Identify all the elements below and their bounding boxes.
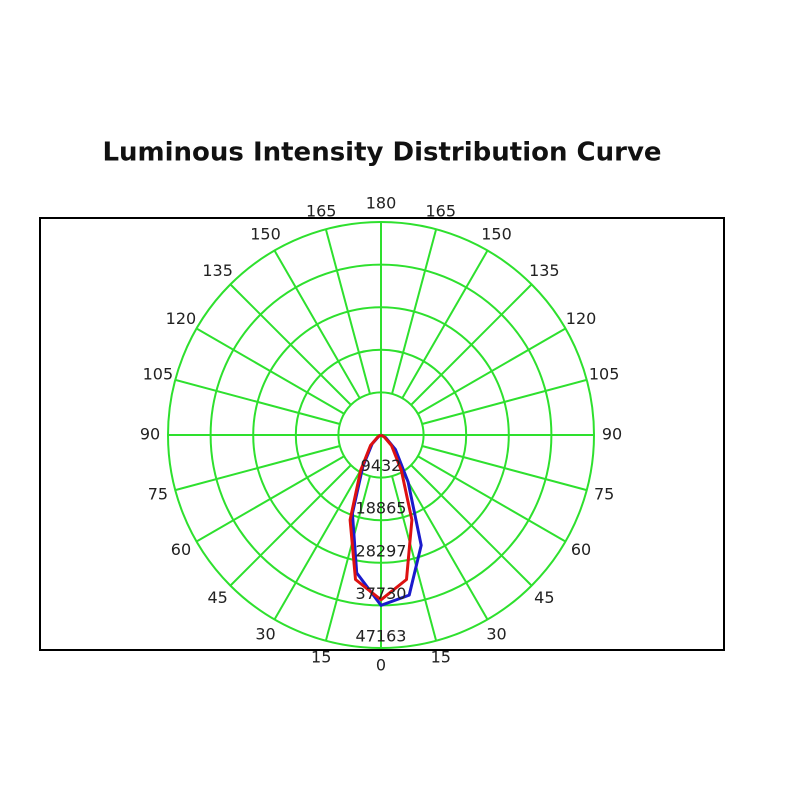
angle-label: 150 [250,224,281,243]
angle-label: 105 [589,365,620,384]
grid-spoke [417,327,566,415]
grid-spoke [410,464,533,587]
grid-spoke [421,378,588,425]
grid-spoke [273,471,361,620]
angle-label: 60 [571,540,591,559]
chart-title: Luminous Intensity Distribution Curve [102,138,661,168]
angle-label: 30 [486,625,506,644]
angle-label: 90 [602,425,622,444]
angle-label: 135 [529,261,560,280]
angle-label: 135 [202,261,233,280]
ring-label: 37730 [356,584,407,603]
grid-spoke [421,445,588,492]
grid-spoke [273,250,361,399]
angle-label: 90 [140,425,160,444]
ring-label: 28297 [356,541,407,560]
angle-label: 60 [171,540,191,559]
grid-spoke [391,228,438,395]
grid-spoke [391,475,438,642]
grid-spoke [196,455,345,543]
angle-label: 165 [426,201,457,220]
angle-label: 150 [481,224,512,243]
angle-label: 180 [366,194,397,213]
grid-spoke [324,228,371,395]
grid-spoke [410,283,533,406]
angle-label: 45 [207,588,227,607]
grid-spoke [401,471,489,620]
angle-label: 45 [534,588,554,607]
ring-label: 47163 [356,627,407,646]
angle-label: 15 [431,648,451,667]
grid-spoke [174,378,341,425]
grid-spoke [229,283,352,406]
ring-label: 9432 [361,456,402,475]
angle-label: 105 [143,365,174,384]
angle-label: 75 [148,484,168,503]
grid-spoke [417,455,566,543]
grid-spoke [229,464,352,587]
grid-spoke [324,475,371,642]
grid-spoke [196,327,345,415]
intensity-curve [348,433,414,602]
plot-frame [39,217,725,651]
ring-label: 18865 [356,499,407,518]
angle-label: 30 [255,625,275,644]
angle-label: 15 [311,648,331,667]
grid-spoke [401,250,489,399]
angle-label: 120 [166,309,197,328]
grid-spoke [174,445,341,492]
angle-label: 120 [566,309,597,328]
angle-label: 75 [594,484,614,503]
angle-label: 165 [306,201,337,220]
angle-label: 0 [376,656,386,675]
